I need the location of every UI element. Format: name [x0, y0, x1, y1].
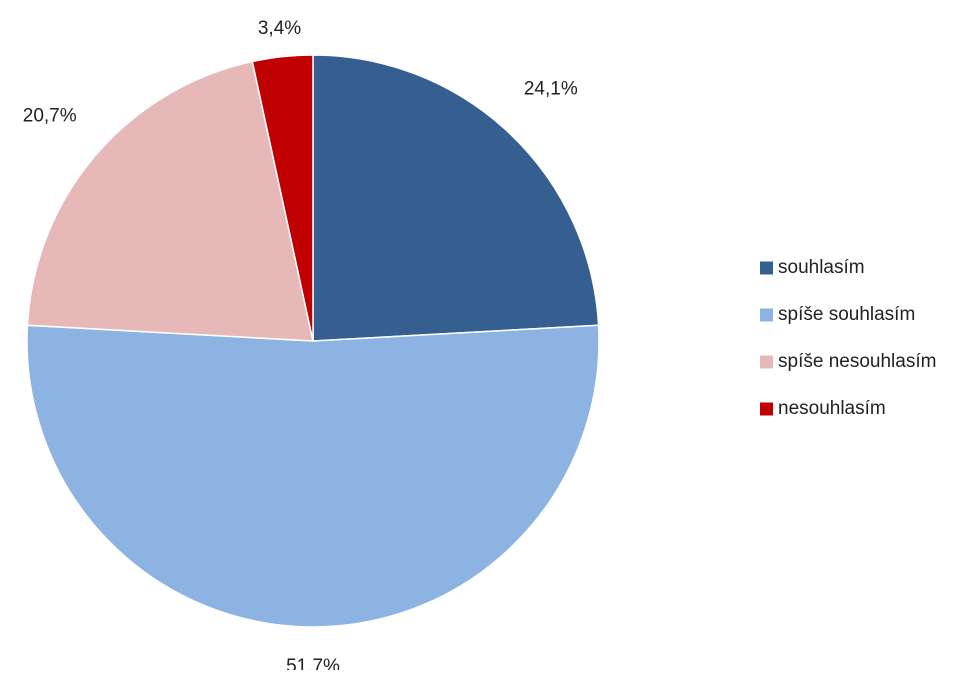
legend-swatch-3: [760, 355, 773, 369]
legend-swatch-2: [760, 308, 773, 322]
legend-item-1: souhlasím: [760, 257, 865, 278]
legend-label-1: souhlasím: [778, 257, 865, 278]
legend-swatch-4: [760, 402, 773, 416]
legend-label-3: spíše nesouhlasím: [778, 351, 936, 372]
pie-slice-1: [312, 54, 600, 342]
pie-slice-2: [26, 324, 600, 628]
pie-slice-3: [26, 60, 314, 342]
legend-item-4: nesouhlasím: [760, 398, 886, 419]
pie-slices: [26, 54, 600, 628]
legend-label-2: spíše souhlasím: [778, 304, 915, 325]
legend-item-2: spíše souhlasím: [760, 304, 915, 325]
data-label-4: 3,4%: [258, 18, 301, 39]
legend-label-4: nesouhlasím: [778, 398, 886, 419]
data-label-2: 51,7%: [286, 656, 340, 670]
legend: souhlasím spíše souhlasím spíše nesouhlasí…: [760, 257, 936, 419]
data-label-3: 20,7%: [23, 106, 77, 127]
legend-item-3: spíše nesouhlasím: [760, 351, 936, 372]
data-label-1: 24,1%: [524, 79, 578, 100]
legend-swatch-1: [760, 261, 773, 275]
pie-slice-4: [251, 54, 314, 342]
